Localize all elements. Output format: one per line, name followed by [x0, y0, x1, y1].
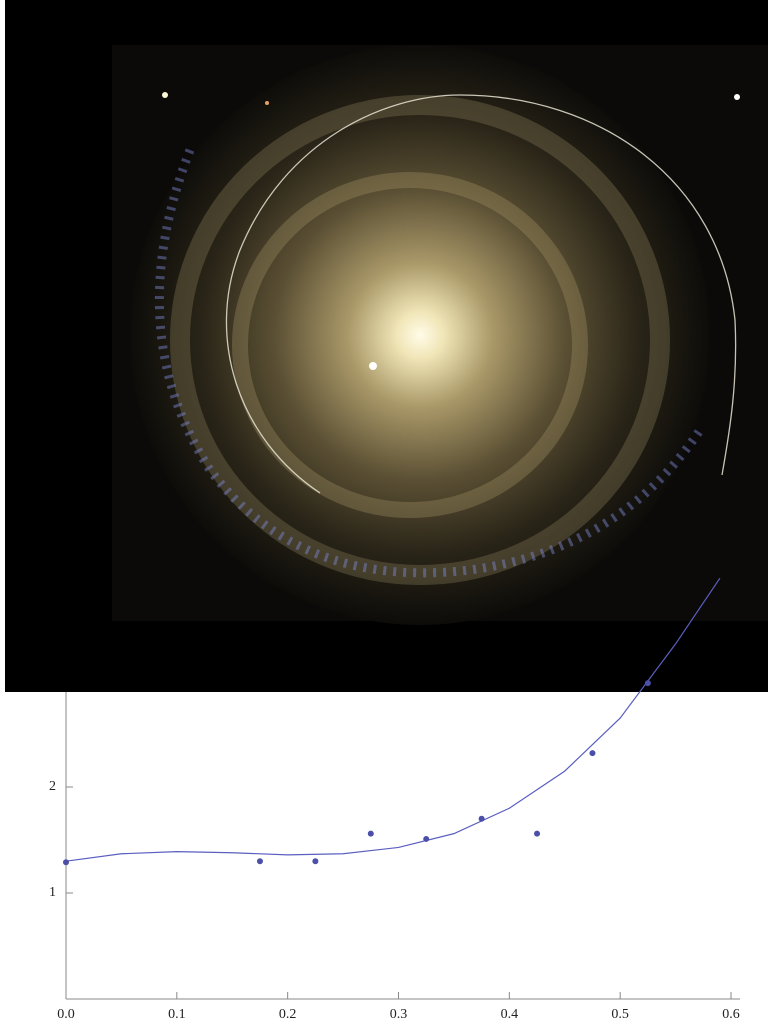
x-tick-label: 0.4 [501, 1007, 519, 1022]
data-point [589, 750, 596, 757]
data-point [367, 830, 374, 837]
data-point [63, 859, 69, 866]
x-tick-label: 0.3 [390, 1007, 408, 1022]
data-point [534, 830, 541, 837]
data-point [644, 680, 651, 687]
data-point [312, 858, 319, 865]
data-point [256, 858, 263, 865]
x-tick-label: 0.5 [611, 1007, 629, 1022]
x-tick-label: 0.6 [722, 1007, 740, 1022]
x-tick-label: 0.2 [279, 1007, 297, 1022]
data-point [478, 815, 485, 822]
data-point [423, 835, 430, 842]
x-tick-label: 0.0 [57, 1007, 75, 1022]
y-tick-label: 1 [49, 885, 56, 900]
y-tick-label: 2 [49, 779, 56, 794]
fit-curve [65, 577, 721, 862]
galaxy-image [5, 0, 768, 692]
x-tick-label: 0.1 [168, 1007, 186, 1022]
